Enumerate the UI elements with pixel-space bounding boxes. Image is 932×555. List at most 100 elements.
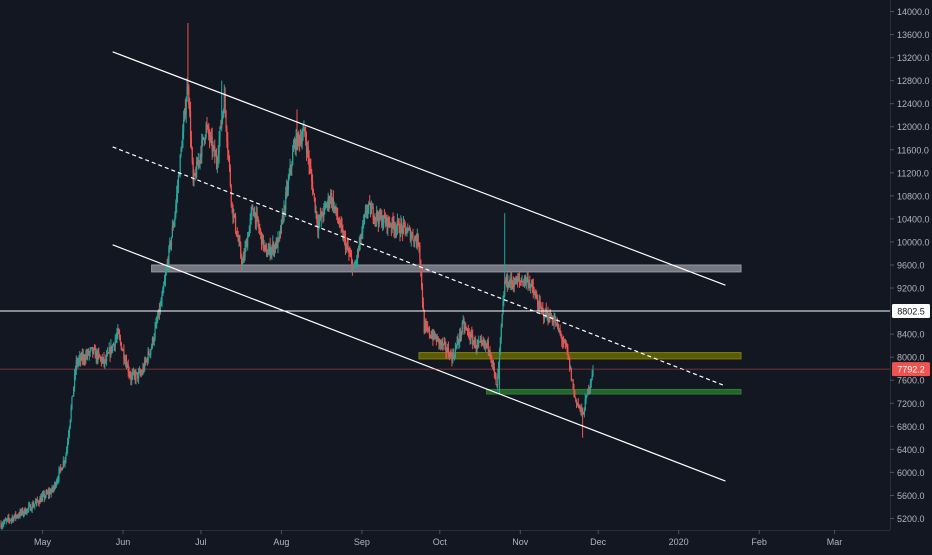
candle-down	[392, 217, 394, 224]
candle-down	[423, 310, 425, 333]
candle-down	[207, 126, 209, 128]
candle-up	[69, 419, 71, 428]
candle-up	[352, 266, 354, 272]
candle-down	[347, 245, 349, 251]
candle-up	[66, 448, 68, 456]
candle-up	[145, 359, 148, 362]
candle-down	[420, 260, 422, 271]
candle-up	[205, 124, 207, 137]
candle-up	[23, 508, 25, 513]
candle-up	[318, 216, 321, 223]
candle-up	[62, 461, 64, 468]
candle-down	[397, 220, 399, 222]
candle-down	[493, 367, 495, 372]
candle-down	[20, 511, 22, 514]
candle-down	[234, 215, 237, 232]
candle-up	[553, 319, 555, 324]
candle-up	[35, 502, 37, 504]
mid-channel-line[interactable]	[112, 146, 726, 387]
time-tick-label: Sep	[354, 537, 370, 547]
candle-up	[544, 309, 546, 318]
candle-down	[519, 280, 521, 282]
candle-down	[467, 330, 469, 333]
candle-up	[218, 139, 220, 155]
candle-up	[292, 146, 295, 152]
level-price-badge	[892, 303, 930, 318]
candle-up	[301, 137, 303, 144]
candle-up	[171, 226, 173, 238]
candle-down	[300, 138, 302, 144]
trendline-layer[interactable]	[0, 51, 890, 482]
candle-up	[378, 211, 380, 224]
candle-up	[478, 341, 480, 344]
candle-up	[217, 154, 219, 162]
candle-down	[305, 132, 307, 141]
candle-down	[425, 324, 427, 326]
candle-up	[461, 322, 463, 333]
candle-up	[33, 505, 35, 507]
candle-up	[199, 154, 201, 162]
upper-channel-line[interactable]	[112, 51, 726, 286]
candle-up	[366, 210, 368, 214]
candle-up	[492, 361, 494, 364]
zone-layer	[151, 264, 742, 395]
candle-up	[261, 234, 263, 245]
candle-up	[125, 361, 127, 363]
candle-down	[86, 354, 88, 356]
candle-up	[238, 240, 240, 242]
candle-up	[90, 348, 92, 350]
candle-up	[157, 317, 159, 322]
support-zone[interactable]	[486, 388, 742, 395]
candle-down	[466, 329, 469, 331]
resistance-zone[interactable]	[151, 264, 742, 273]
candle-up	[126, 364, 128, 368]
candle-down	[125, 361, 128, 368]
candle-down	[227, 141, 229, 152]
candle-up	[402, 222, 405, 233]
candle-down	[188, 87, 190, 105]
candle-down	[246, 242, 248, 248]
candle-up	[178, 175, 180, 177]
candle-down	[432, 335, 434, 340]
candle-down	[235, 231, 238, 236]
candle-down	[321, 212, 323, 217]
price-tick-label: 12800.0	[897, 76, 930, 86]
candle-down	[107, 352, 109, 354]
mid-zone[interactable]	[418, 352, 742, 360]
candle-down	[203, 138, 205, 141]
candle-down	[146, 359, 148, 362]
candle-down	[260, 230, 262, 233]
candle-down	[496, 384, 498, 386]
candle-up	[320, 212, 322, 219]
candle-down	[12, 517, 14, 521]
candle-down	[215, 155, 218, 165]
candle-down	[148, 351, 150, 355]
candle-down	[568, 354, 570, 359]
candle-up	[326, 203, 328, 208]
candle-up	[498, 362, 500, 375]
candle-down	[450, 352, 452, 356]
candle-up	[95, 352, 97, 359]
candle-up	[179, 155, 181, 176]
candle-up	[272, 243, 274, 248]
candle-down	[372, 207, 374, 220]
candle-down	[573, 388, 575, 392]
candle-down	[446, 351, 448, 353]
candle-down	[548, 319, 550, 322]
candle-down	[119, 337, 122, 343]
candle-up	[306, 146, 308, 153]
candle-down	[225, 111, 227, 128]
candle-up	[355, 261, 357, 266]
candle-up	[299, 138, 302, 144]
candle-up	[503, 296, 505, 302]
candle-down	[139, 371, 141, 375]
price-tick-label: 10000.0	[897, 237, 930, 247]
candle-up	[303, 127, 305, 132]
candle-up	[516, 278, 518, 285]
candle-down	[390, 225, 392, 228]
candle-down	[386, 216, 388, 229]
candle-up	[356, 249, 359, 260]
lower-channel-line[interactable]	[112, 244, 726, 482]
candle-up	[286, 187, 288, 193]
